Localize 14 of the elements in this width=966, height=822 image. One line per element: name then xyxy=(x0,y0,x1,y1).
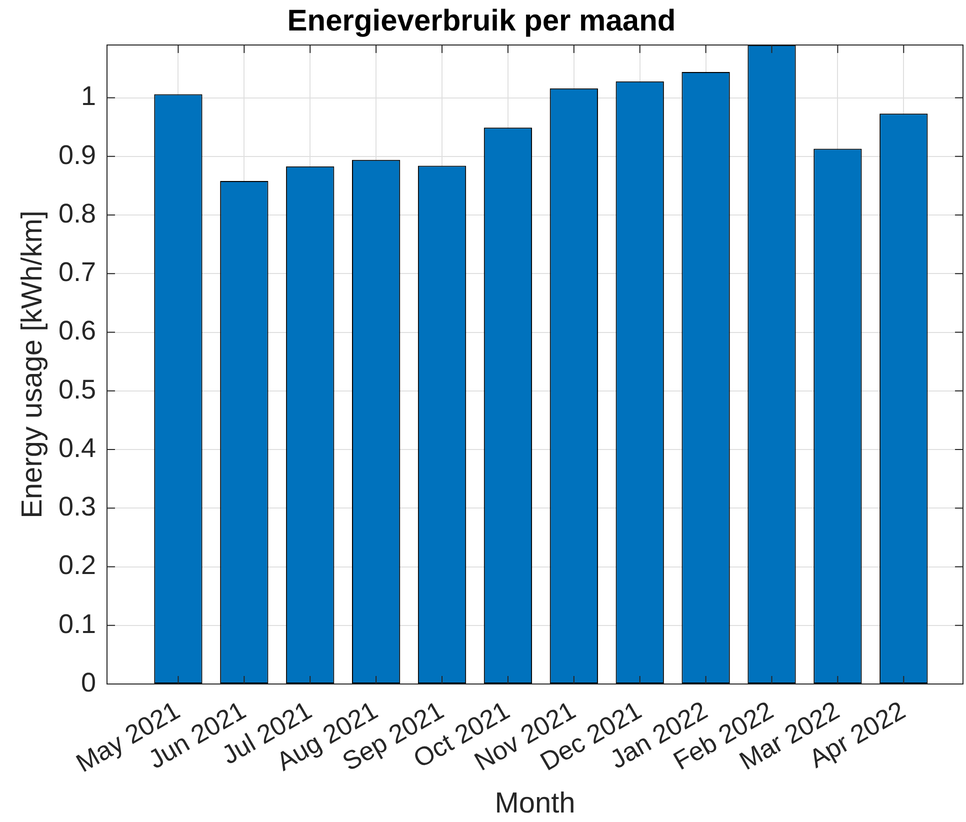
y-tick-label: 0.8 xyxy=(58,198,96,228)
y-tick-label: 0.3 xyxy=(58,492,96,522)
y-tick-label: 0.5 xyxy=(58,374,96,404)
y-tick-label: 0.4 xyxy=(58,432,96,463)
y-tick-label: 0.6 xyxy=(58,316,96,346)
x-axis-title: Month xyxy=(494,788,576,820)
y-tick-label: 1 xyxy=(80,81,96,112)
y-tick-label: 0 xyxy=(80,667,96,698)
y-tick-label: 0.1 xyxy=(58,608,96,639)
y-tick-label: 0.7 xyxy=(58,257,96,288)
y-tick-label: 0.2 xyxy=(58,550,96,580)
y-tick-label: 0.9 xyxy=(58,140,96,170)
chart-title: Energieverbruik per maand xyxy=(287,4,676,38)
y-axis-title: Energy usage [kWh/km] xyxy=(16,210,48,518)
